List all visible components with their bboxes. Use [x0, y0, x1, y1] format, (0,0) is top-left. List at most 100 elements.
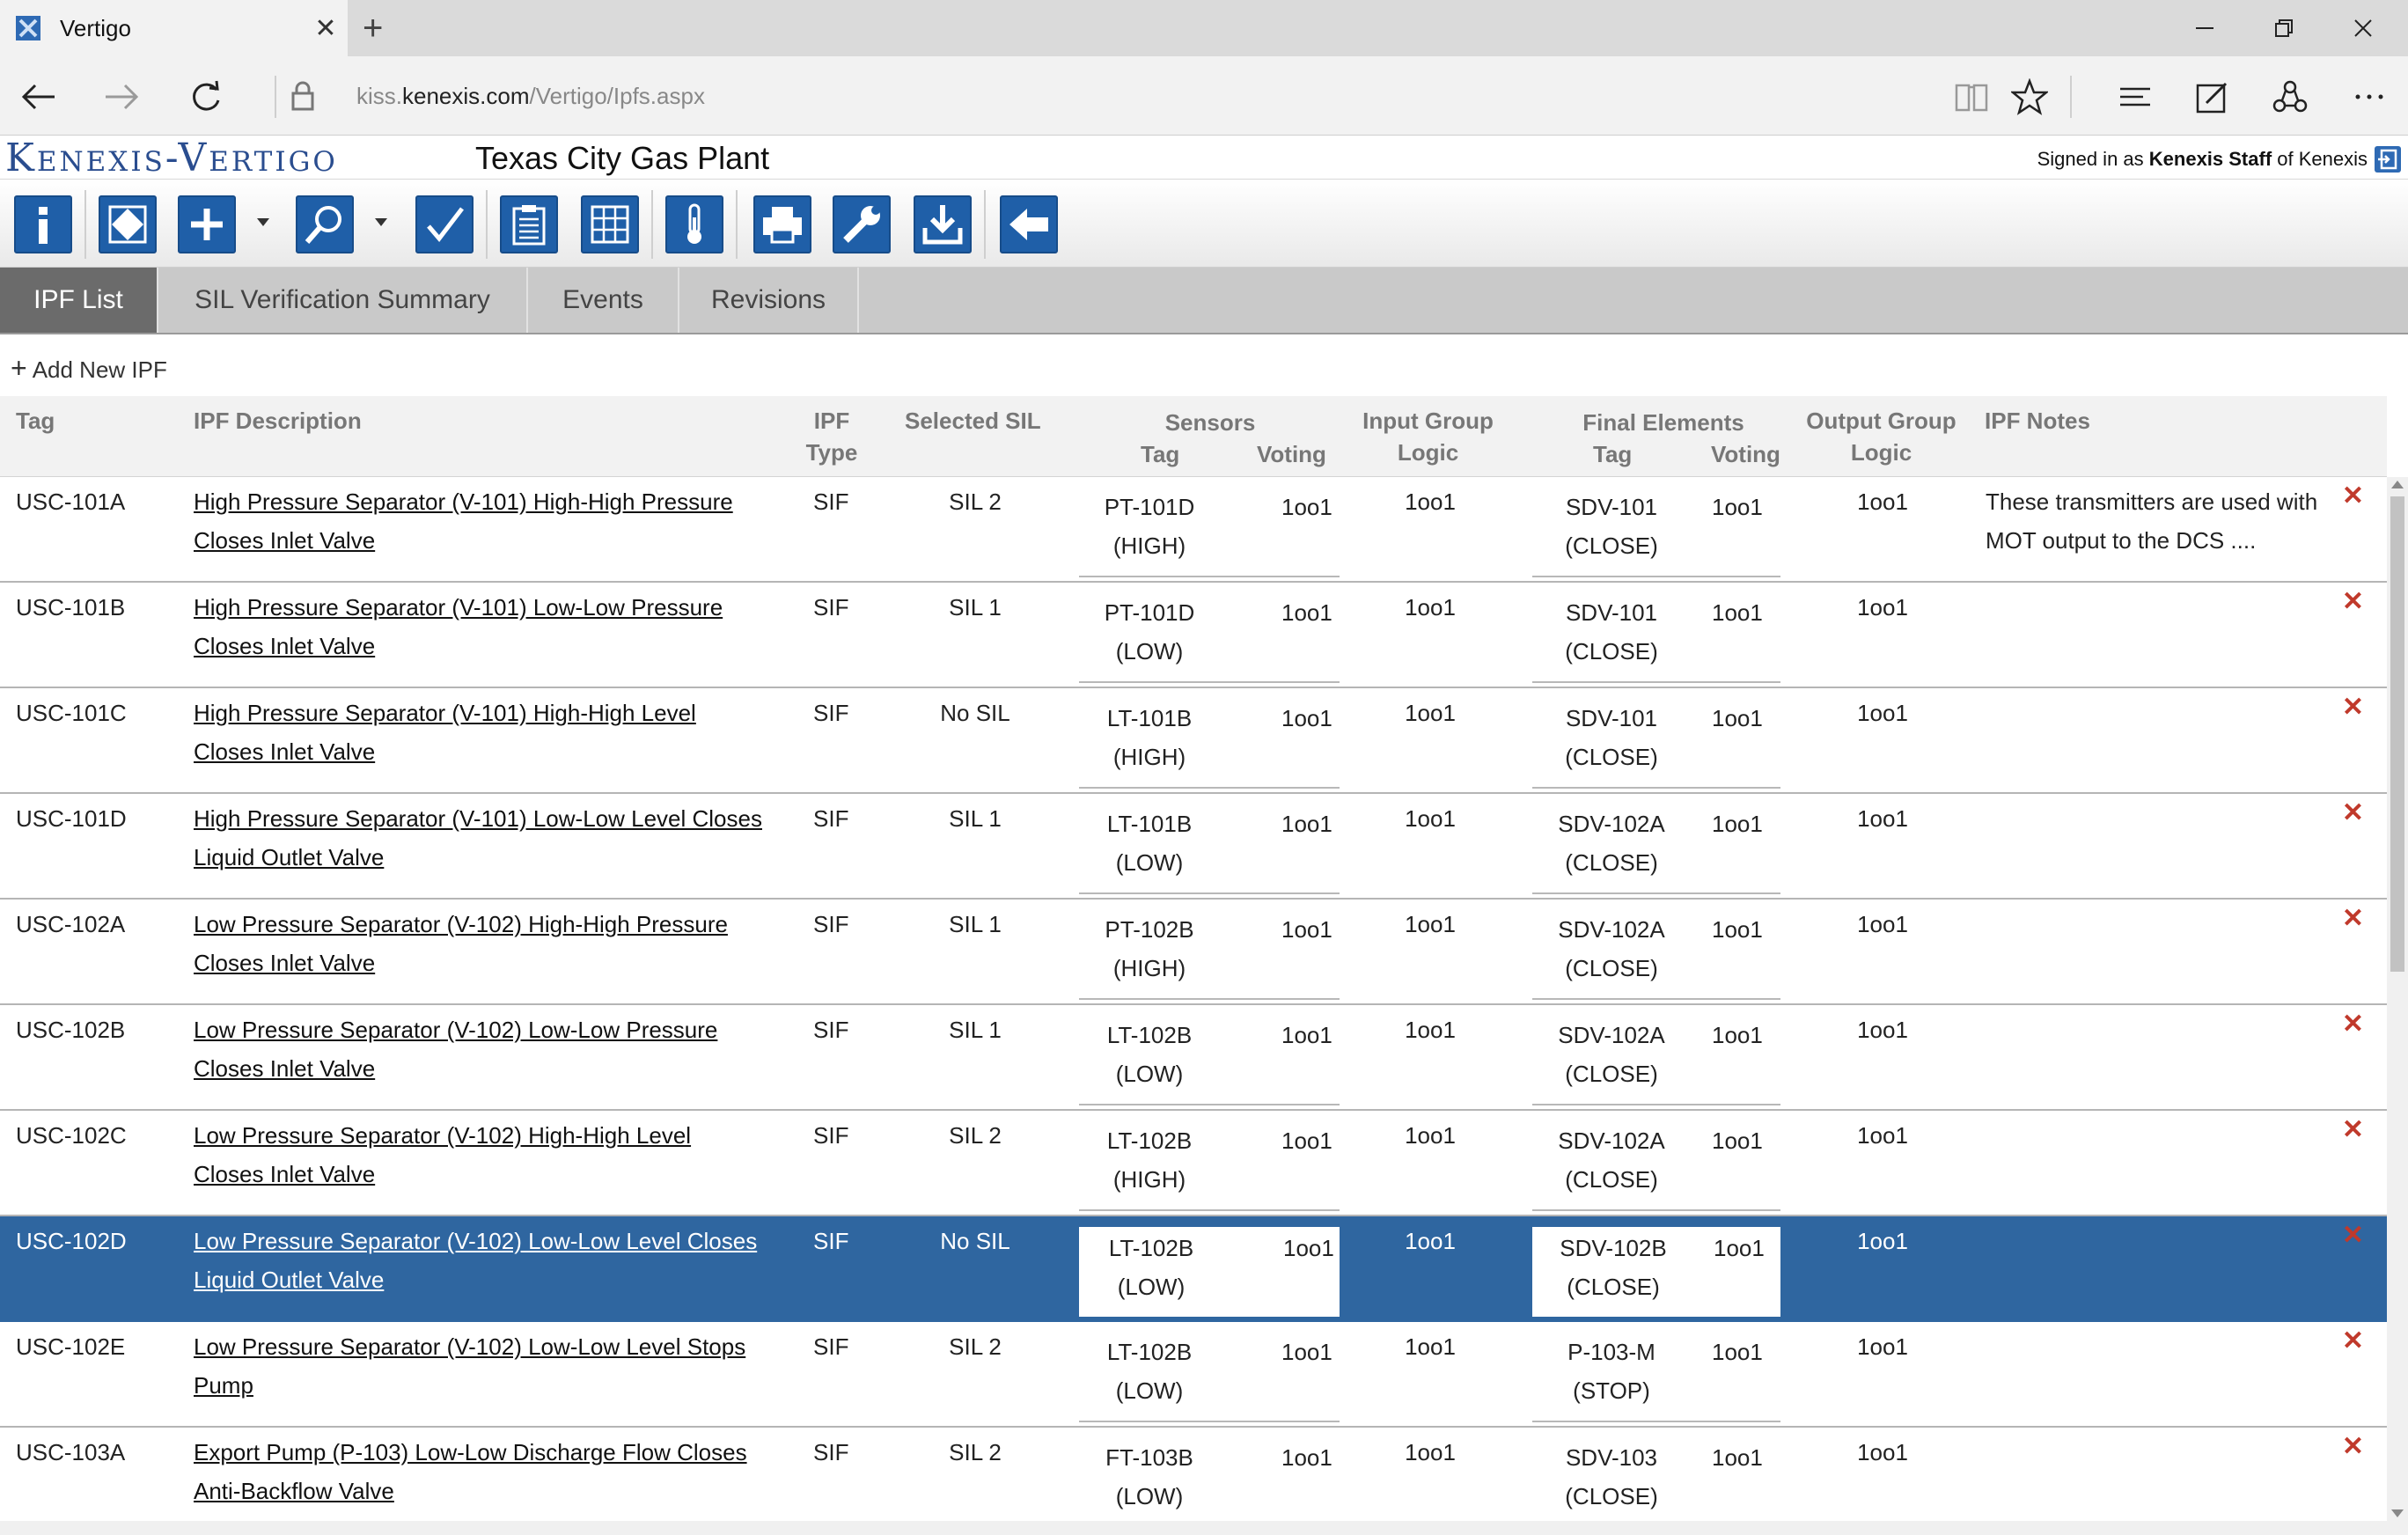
scroll-down-icon[interactable] [2391, 1509, 2404, 1517]
restore-icon[interactable] [2244, 0, 2324, 56]
table-row[interactable]: USC-101B High Pressure Separator (V-101) … [0, 583, 2387, 688]
download-icon[interactable] [914, 195, 972, 253]
table-row[interactable]: USC-101A High Pressure Separator (V-101) … [0, 477, 2387, 583]
table-row[interactable]: USC-103A Export Pump (P-103) Low-Low Disc… [0, 1428, 2387, 1521]
final-element-box[interactable]: SDV-102A (CLOSE) 1oo1 [1532, 1121, 1780, 1211]
favorite-star-icon[interactable] [2005, 72, 2054, 121]
browser-tab[interactable]: Vertigo ✕ [0, 0, 348, 56]
delete-icon[interactable]: ✕ [2341, 1221, 2364, 1250]
delete-icon[interactable]: ✕ [2341, 1115, 2364, 1144]
table-row[interactable]: USC-102A Low Pressure Separator (V-102) H… [0, 900, 2387, 1005]
close-window-icon[interactable] [2324, 0, 2403, 56]
col-input-group-logic[interactable]: Input Group Logic [1362, 408, 1494, 466]
refresh-icon[interactable] [181, 72, 231, 121]
delete-icon[interactable]: ✕ [2341, 904, 2364, 933]
table-row[interactable]: USC-101C High Pressure Separator (V-101) … [0, 688, 2387, 794]
row-description-link[interactable]: Low Pressure Separator (V-102) Low-Low P… [194, 1017, 718, 1082]
col-ipf-description[interactable]: IPF Description [194, 408, 362, 434]
more-icon[interactable] [2345, 72, 2394, 121]
sign-out-icon[interactable] [2375, 146, 2401, 173]
row-description-link[interactable]: Low Pressure Separator (V-102) Low-Low L… [194, 1333, 746, 1399]
sensor-box[interactable]: PT-102B (HIGH) 1oo1 [1079, 910, 1340, 1000]
back-arrow-icon[interactable] [1000, 195, 1058, 253]
horizontal-scrollbar[interactable] [0, 1521, 2408, 1535]
final-element-box[interactable]: SDV-101 (CLOSE) 1oo1 [1532, 699, 1780, 789]
add-icon[interactable] [178, 195, 236, 253]
final-element-box[interactable]: P-103-M (STOP) 1oo1 [1532, 1333, 1780, 1422]
table-row[interactable]: USC-102D Low Pressure Separator (V-102) L… [0, 1216, 2387, 1322]
clipboard-icon[interactable] [500, 195, 558, 253]
print-icon[interactable] [753, 195, 811, 253]
share-icon[interactable] [2265, 72, 2315, 121]
sensor-box[interactable]: PT-101D (HIGH) 1oo1 [1079, 488, 1340, 577]
delete-icon[interactable]: ✕ [2341, 1432, 2364, 1461]
final-element-box[interactable]: SDV-102B (CLOSE) 1oo1 [1532, 1227, 1780, 1317]
minimize-icon[interactable] [2165, 0, 2244, 56]
sensor-box[interactable]: LT-102B (LOW) 1oo1 [1079, 1016, 1340, 1105]
delete-icon[interactable]: ✕ [2341, 798, 2364, 827]
search-icon[interactable] [296, 195, 354, 253]
tab-revisions[interactable]: Revisions [679, 268, 859, 333]
table-row[interactable]: USC-102C Low Pressure Separator (V-102) H… [0, 1111, 2387, 1216]
col-selected-sil[interactable]: Selected SIL [905, 408, 1041, 434]
final-element-box[interactable]: SDV-102A (CLOSE) 1oo1 [1532, 1016, 1780, 1105]
tab-close-icon[interactable]: ✕ [314, 13, 337, 43]
sensor-box[interactable]: LT-101B (HIGH) 1oo1 [1079, 699, 1340, 789]
wrench-icon[interactable] [833, 195, 891, 253]
final-element-box[interactable]: SDV-102A (CLOSE) 1oo1 [1532, 804, 1780, 894]
add-dropdown-caret-icon[interactable] [257, 218, 269, 226]
kenexis-vertigo-logo: Kenexis-Vertigo [5, 136, 338, 180]
final-element-box[interactable]: SDV-103 (CLOSE) 1oo1 [1532, 1438, 1780, 1521]
final-element-box[interactable]: SDV-101 (CLOSE) 1oo1 [1532, 593, 1780, 683]
tab-ipf-list[interactable]: IPF List [0, 268, 158, 333]
back-icon[interactable] [14, 72, 63, 121]
col-tag[interactable]: Tag [16, 408, 55, 434]
new-tab-button[interactable]: + [363, 9, 384, 48]
sensor-box[interactable]: LT-102B (HIGH) 1oo1 [1079, 1121, 1340, 1211]
sensor-box[interactable]: LT-102B (LOW) 1oo1 [1079, 1333, 1340, 1422]
web-note-icon[interactable] [2188, 72, 2237, 121]
search-dropdown-caret-icon[interactable] [375, 218, 387, 226]
row-description-link[interactable]: High Pressure Separator (V-101) Low-Low … [194, 594, 723, 659]
info-icon[interactable] [14, 195, 72, 253]
row-description-link[interactable]: High Pressure Separator (V-101) Low-Low … [194, 805, 762, 870]
scroll-up-icon[interactable] [2391, 481, 2404, 488]
col-output-group-logic[interactable]: Output Group Logic [1806, 408, 1956, 466]
tab-sil-verification-summary[interactable]: SIL Verification Summary [158, 268, 528, 333]
sensor-box[interactable]: PT-101D (LOW) 1oo1 [1079, 593, 1340, 683]
row-description-link[interactable]: Low Pressure Separator (V-102) High-High… [194, 911, 728, 976]
add-new-ipf-link[interactable]: + Add New IPF [11, 352, 167, 384]
col-ipf-notes[interactable]: IPF Notes [1985, 408, 2090, 434]
delete-icon[interactable]: ✕ [2341, 481, 2364, 510]
scrollbar-thumb[interactable] [2390, 496, 2404, 972]
diamond-icon[interactable] [99, 195, 157, 253]
table-row[interactable]: USC-101D High Pressure Separator (V-101) … [0, 794, 2387, 900]
vertical-scrollbar[interactable] [2387, 477, 2408, 1521]
row-description-link[interactable]: Low Pressure Separator (V-102) Low-Low L… [194, 1228, 758, 1293]
sensor-box[interactable]: FT-103B (LOW) 1oo1 [1079, 1438, 1340, 1521]
tab-events[interactable]: Events [528, 268, 679, 333]
table-row[interactable]: USC-102B Low Pressure Separator (V-102) L… [0, 1005, 2387, 1111]
sensor-box[interactable]: LT-102B (LOW) 1oo1 [1079, 1227, 1340, 1317]
delete-icon[interactable]: ✕ [2341, 1010, 2364, 1039]
sensor-box[interactable]: LT-101B (LOW) 1oo1 [1079, 804, 1340, 894]
row-description-link[interactable]: High Pressure Separator (V-101) High-Hig… [194, 488, 733, 554]
delete-icon[interactable]: ✕ [2341, 693, 2364, 722]
url-field[interactable]: kiss.kenexis.com/Vertigo/Ipfs.aspx [356, 83, 705, 109]
col-ipf-type[interactable]: IPF Type [805, 408, 858, 466]
final-element-box[interactable]: SDV-101 (CLOSE) 1oo1 [1532, 488, 1780, 577]
grid-icon[interactable] [581, 195, 639, 253]
check-icon[interactable] [415, 195, 474, 253]
row-description-link[interactable]: Low Pressure Separator (V-102) High-High… [194, 1122, 692, 1187]
thermometer-icon[interactable] [665, 195, 723, 253]
row-description-link[interactable]: High Pressure Separator (V-101) High-Hig… [194, 700, 696, 765]
table-row[interactable]: USC-102E Low Pressure Separator (V-102) L… [0, 1322, 2387, 1428]
final-element-box[interactable]: SDV-102A (CLOSE) 1oo1 [1532, 910, 1780, 1000]
hub-icon[interactable] [2111, 72, 2160, 121]
reading-view-icon[interactable] [1947, 72, 1996, 121]
row-selected-sil: SIL 2 [949, 1439, 1002, 1465]
delete-icon[interactable]: ✕ [2341, 1326, 2364, 1355]
forward-icon[interactable] [97, 72, 146, 121]
delete-icon[interactable]: ✕ [2341, 587, 2364, 616]
row-description-link[interactable]: Export Pump (P-103) Low-Low Discharge Fl… [194, 1439, 747, 1504]
